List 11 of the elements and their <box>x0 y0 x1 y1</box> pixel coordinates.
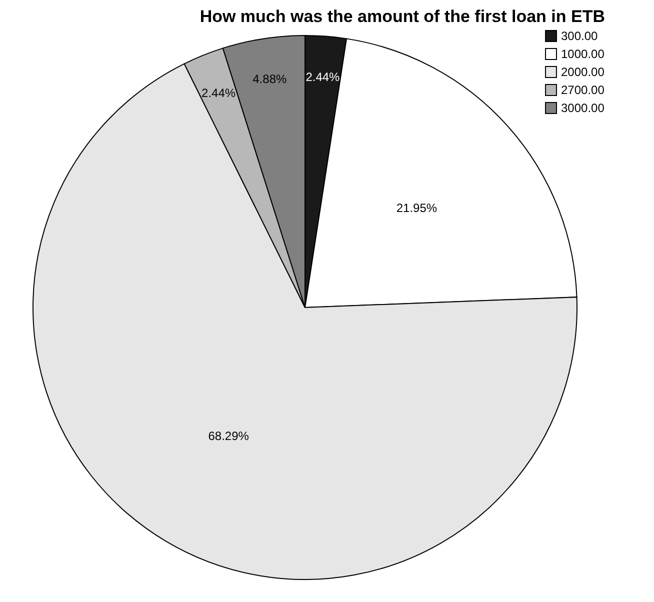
data-label: 2.44% <box>202 86 236 100</box>
data-label: 68.29% <box>208 429 250 444</box>
legend-label: 300.00 <box>561 29 598 43</box>
legend-label: 3000.00 <box>561 101 605 115</box>
legend-label: 1000.00 <box>561 47 605 61</box>
data-label: 2.44% <box>306 70 340 84</box>
legend-label: 2700.00 <box>561 83 605 97</box>
data-label: 21.95% <box>396 200 438 215</box>
chart-title: How much was the amount of the first loan in ETB <box>200 7 605 26</box>
data-label: 4.88% <box>252 72 288 86</box>
legend-label: 2000.00 <box>561 65 605 79</box>
